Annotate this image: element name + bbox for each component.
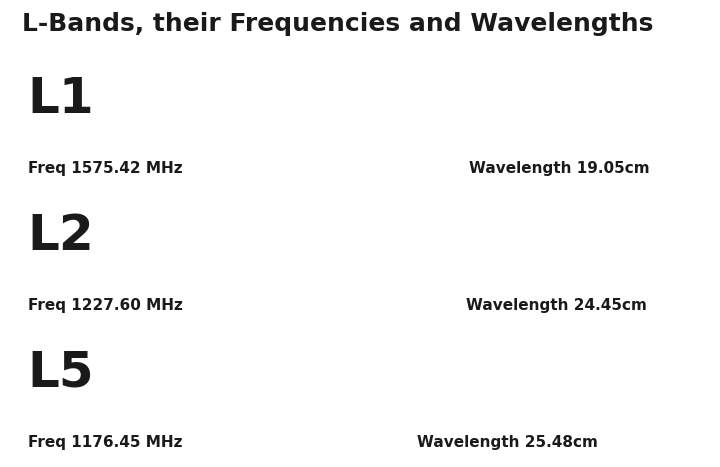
Text: Freq 1575.42 MHz: Freq 1575.42 MHz [27, 161, 182, 176]
Text: Freq 1176.45 MHz: Freq 1176.45 MHz [27, 434, 182, 450]
Text: Wavelength 19.05cm: Wavelength 19.05cm [469, 161, 649, 176]
Text: Wavelength 24.45cm: Wavelength 24.45cm [466, 298, 647, 313]
Text: L-Bands, their Frequencies and Wavelengths: L-Bands, their Frequencies and Wavelengt… [22, 12, 653, 35]
Text: L2: L2 [27, 212, 94, 260]
Text: L1: L1 [27, 76, 94, 123]
Text: Wavelength 25.48cm: Wavelength 25.48cm [417, 434, 598, 450]
Text: L5: L5 [27, 349, 94, 397]
Text: Freq 1227.60 MHz: Freq 1227.60 MHz [27, 298, 182, 313]
